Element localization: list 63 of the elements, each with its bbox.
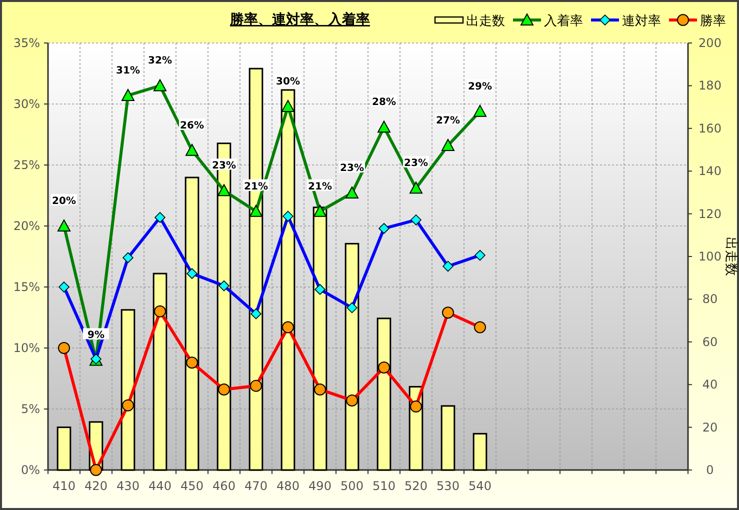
x-tick-label: 510 xyxy=(372,479,396,493)
bar xyxy=(56,426,72,471)
data-label: 9% xyxy=(88,330,104,342)
y-tick-label: 30% xyxy=(13,97,40,111)
y2-tick-label: 140 xyxy=(698,164,722,178)
y-tick-label: 15% xyxy=(13,280,40,294)
y2-axis-title: 出走数 xyxy=(723,237,738,276)
data-label: 30% xyxy=(276,76,300,88)
data-label: 32% xyxy=(148,56,172,67)
data-label: 23% xyxy=(340,163,364,174)
x-tick-label: 490 xyxy=(308,479,332,493)
legend-label: 出走数 xyxy=(466,14,505,29)
legend-label: 勝率 xyxy=(700,13,726,29)
bar xyxy=(440,405,456,471)
bar xyxy=(472,432,488,471)
x-tick-label: 460 xyxy=(212,479,236,493)
data-label: 28% xyxy=(372,97,396,108)
x-tick-label: 530 xyxy=(436,479,460,493)
y2-tick-label: 0 xyxy=(706,463,714,477)
y2-tick-label: 20 xyxy=(702,420,718,434)
y2-tick-label: 160 xyxy=(698,121,722,136)
y-tick-label: 35% xyxy=(13,36,40,50)
data-label: 31% xyxy=(116,65,140,76)
x-tick-label: 540 xyxy=(468,479,492,493)
bar xyxy=(376,318,392,471)
x-tick-label: 450 xyxy=(180,479,204,493)
data-label: 29% xyxy=(468,81,492,92)
legend-label: 連対率 xyxy=(622,13,661,29)
legend-label: 入着率 xyxy=(544,13,583,29)
bar xyxy=(344,242,360,471)
y2-tick-label: 40 xyxy=(702,378,718,392)
bar xyxy=(184,176,200,471)
bar xyxy=(312,206,328,471)
y2-tick-label: 120 xyxy=(698,206,722,221)
data-label: 26% xyxy=(180,120,204,132)
y2-tick-label: 100 xyxy=(698,250,722,264)
y2-tick-label: 180 xyxy=(698,78,722,93)
y-tick-label: 5% xyxy=(20,402,40,416)
y2-tick-label: 60 xyxy=(702,334,718,349)
x-tick-label: 480 xyxy=(276,479,300,493)
y2-tick-label: 80 xyxy=(702,292,718,306)
y-tick-label: 0% xyxy=(20,463,40,477)
bar xyxy=(120,309,136,471)
data-label: 21% xyxy=(244,181,268,192)
x-tick-label: 500 xyxy=(340,479,364,493)
y2-tick-label: 200 xyxy=(698,36,722,50)
bar xyxy=(152,272,168,471)
y-tick-label: 25% xyxy=(13,158,40,172)
x-tick-label: 420 xyxy=(84,479,108,493)
data-label: 23% xyxy=(404,158,428,170)
data-label: 21% xyxy=(308,181,332,192)
x-tick-label: 520 xyxy=(404,479,428,493)
bar xyxy=(280,89,296,471)
data-label: 20% xyxy=(52,196,76,207)
x-tick-label: 470 xyxy=(244,479,268,493)
data-label: 27% xyxy=(436,115,460,126)
x-tick-label: 430 xyxy=(116,479,140,493)
chart-title: 勝率、連対率、入着率 xyxy=(229,11,370,28)
y-tick-label: 10% xyxy=(13,341,40,355)
y-tick-label: 20% xyxy=(13,219,40,233)
x-tick-label: 440 xyxy=(148,479,172,493)
x-tick-label: 410 xyxy=(52,479,76,493)
data-label: 23% xyxy=(212,160,236,172)
